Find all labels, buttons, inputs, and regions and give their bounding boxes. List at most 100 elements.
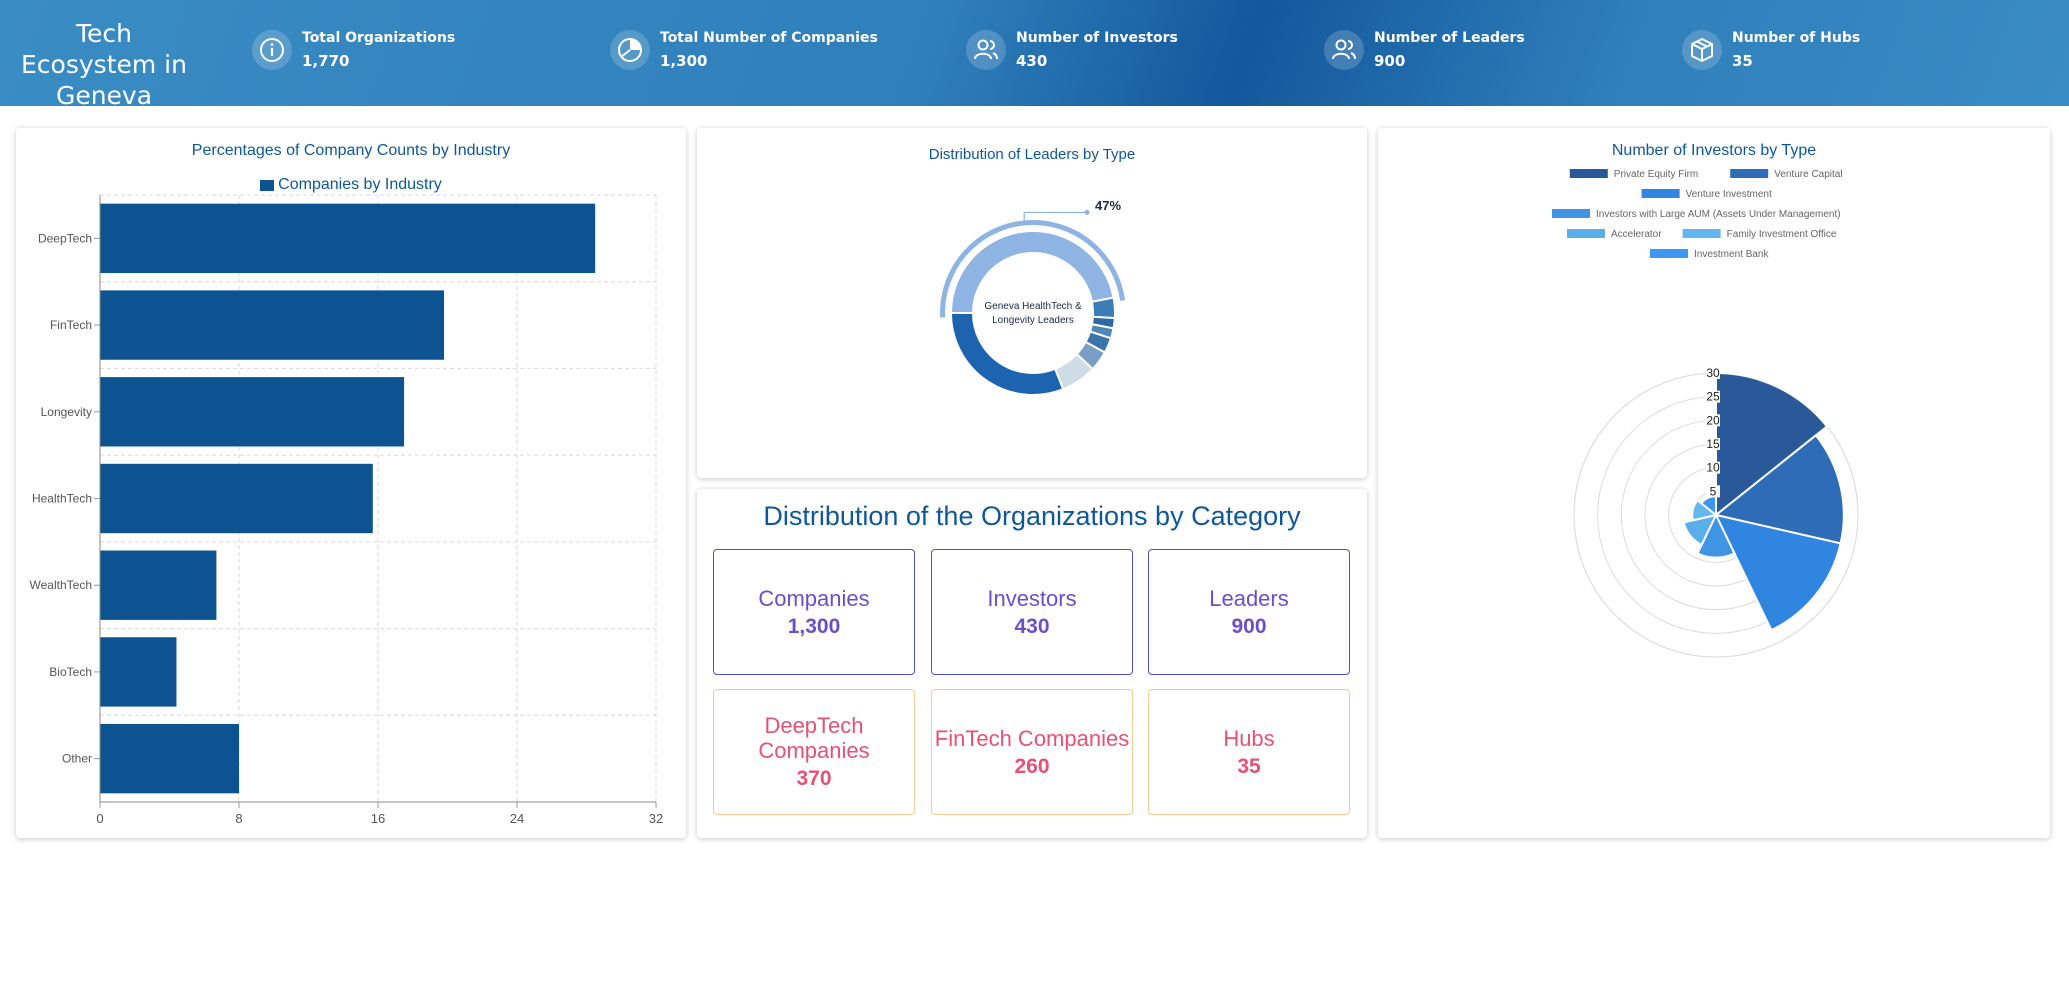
legend-label[interactable]: Companies by Industry [278,176,442,193]
y-tick-label: BioTech [49,665,92,679]
category-value: 370 [796,767,832,790]
polar-tick-backdrop [1706,485,1720,498]
x-tick-label: 32 [649,811,663,826]
bar-longevity[interactable] [100,377,405,447]
polar-tick-backdrop [1706,461,1720,474]
legend-swatch [1641,189,1680,198]
legend-label[interactable]: Investors with Large AUM (Assets Under M… [1596,209,1841,220]
y-tick-label: HealthTech [32,492,92,506]
category-name: Investors [987,585,1077,611]
y-tick-label: WealthTech [30,578,92,592]
legend-swatch [1650,249,1688,258]
donut-center-label: Geneva HealthTech & [984,301,1082,312]
chart-title: Distribution of Leaders by Type [928,146,1136,163]
categories-title: Distribution of the Organizations by Cat… [763,501,1301,531]
category-name: Leaders [1209,585,1289,611]
bar-chart-svg: 0 8 16 24 32 DeepTech FinTech Longevity HealthTe… [30,194,663,826]
polar-tick-label: 15 [1706,437,1720,451]
investors-chart-card: Number of Investors by Type Private Equi… [1378,128,2050,838]
category-value: 1,300 [787,614,841,638]
y-tick-label: DeepTech [38,231,92,245]
donut-slice[interactable] [949,312,1065,396]
polar-wedge[interactable] [1682,513,1718,547]
category-name: FinTech Companies [934,725,1130,751]
polar-tick-backdrop [1706,438,1720,450]
legend-label[interactable]: Private Equity Firm [1614,169,1698,180]
category-value: 35 [1237,754,1261,778]
donut-leader-dot [1084,209,1090,215]
category-box-deeptech: DeepTech Companies 370 [713,689,915,815]
stat-value: 1,300 [660,52,708,70]
bar-fintech[interactable] [100,290,445,360]
polar-tick-label: 20 [1706,413,1720,427]
bar-wealthtech[interactable] [100,550,217,620]
bar-healthtech[interactable] [100,463,373,534]
legend-swatch [1682,229,1721,238]
bar-other[interactable] [100,723,239,794]
category-box-investors: Investors 430 [931,549,1133,675]
legend-label[interactable]: Venture Investment [1686,189,1772,200]
polar-wedge[interactable] [1691,498,1719,522]
y-tick-label: FinTech [50,318,92,332]
polar-chart-svg: Private Equity Firm Venture CapitalVentur… [1552,169,1859,658]
category-box-hubs: Hubs 35 [1148,689,1350,815]
legend-swatch [1730,169,1769,178]
stat-label: Number of Leaders [1374,30,1525,46]
donut-chart-svg: Geneva HealthTech & Longevity Leaders 47… [940,198,1126,396]
industry-chart-card: Percentages of Company Counts by Industr… [16,128,686,838]
category-box-leaders: Leaders 900 [1148,549,1350,675]
legend-swatch [260,179,275,191]
donut-slice[interactable] [949,230,1115,314]
polar-tick-label: 25 [1706,390,1720,404]
dashboard-title: Tech Ecosystem in Geneva [21,19,187,110]
polar-wedge[interactable] [1715,371,1829,518]
stat-value: 900 [1374,52,1406,70]
y-tick-label: Longevity [41,405,92,419]
users-icon [966,30,1006,70]
bar-deeptech[interactable] [100,203,596,274]
donut-slice[interactable] [1090,296,1116,320]
stat-label: Total Number of Companies [660,30,878,46]
legend-label[interactable]: Accelerator [1611,229,1662,240]
legend-swatch [1569,169,1608,178]
polar-tick-label: 30 [1706,366,1720,380]
x-tick-label: 8 [235,811,242,826]
stat-label: Total Organizations [302,30,456,46]
legend-label[interactable]: Venture Capital [1774,169,1842,180]
polar-tick-backdrop [1706,390,1720,403]
stat-value: 35 [1732,52,1753,70]
category-name: Hubs [1223,725,1275,751]
polar-tick-label: 5 [1710,484,1717,498]
stat-value: 1,770 [302,52,350,70]
category-value: 260 [1014,754,1050,778]
chart-title: Number of Investors by Type [1611,142,1817,159]
polar-tick-backdrop [1706,414,1720,427]
polar-wedge[interactable] [1713,433,1845,545]
polar-tick-label: 10 [1706,461,1720,475]
x-tick-label: 24 [510,811,524,826]
legend-label[interactable]: Family Investment Office [1727,229,1837,240]
stat-value: 430 [1016,52,1048,70]
category-value: 430 [1014,614,1050,638]
chart-legend: Companies by Industry [16,176,686,194]
categories-card: Distribution of the Organizations by Cat… [697,489,1367,838]
polar-wedge[interactable] [1714,513,1842,632]
users-icon [1324,30,1364,70]
category-box-fintech: FinTech Companies 260 [931,689,1133,815]
polar-tick-backdrop [1706,367,1720,379]
leaders-chart-card: Distribution of Leaders by Type Geneva H… [697,128,1367,478]
info-icon [252,30,292,70]
category-name: Companies [758,585,870,611]
bar-biotech[interactable] [100,637,177,707]
category-box-companies: Companies 1,300 [713,549,915,675]
donut-highlight-label: 47% [1095,198,1121,213]
x-tick-label: 0 [96,811,103,826]
legend-swatch [1552,209,1590,218]
polar-wedge[interactable] [1696,512,1736,559]
category-name: DeepTech Companies [758,713,870,763]
x-tick-label: 16 [371,811,385,826]
category-value: 900 [1231,614,1267,638]
legend-label[interactable]: Investment Bank [1694,249,1769,260]
donut-center-label: Longevity Leaders [992,315,1074,326]
header-banner: Tech Ecosystem in Geneva Total Organizat… [0,0,2069,110]
